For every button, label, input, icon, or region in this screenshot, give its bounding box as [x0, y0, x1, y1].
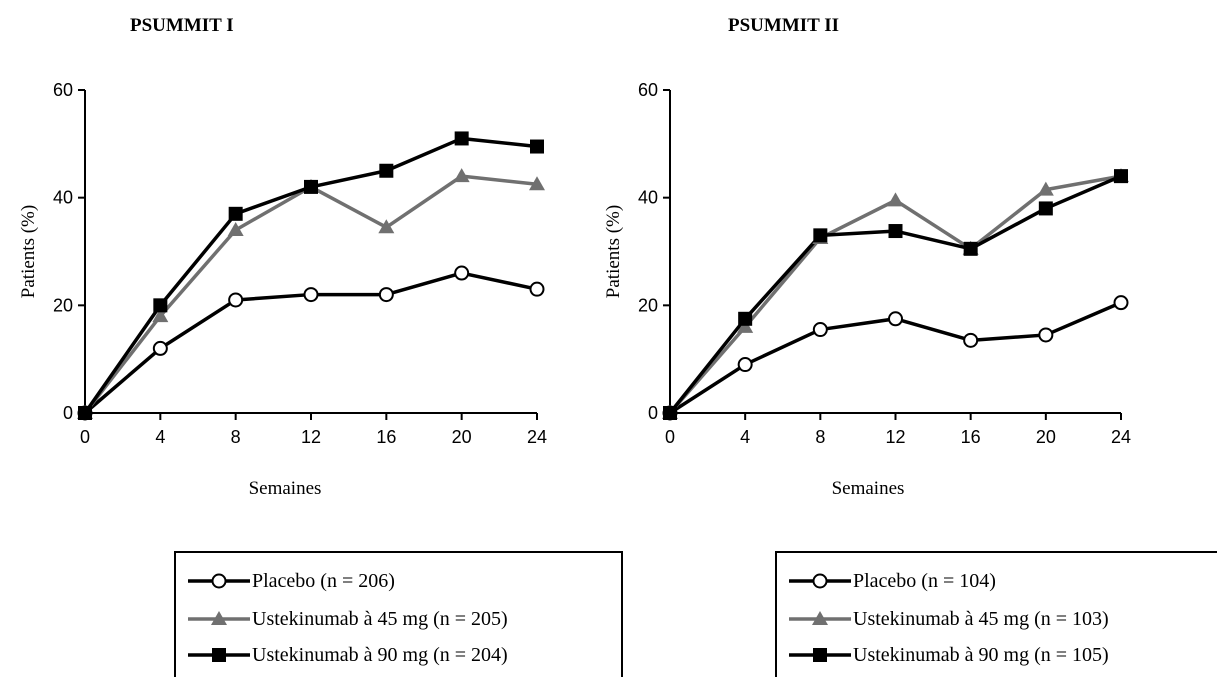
series-line-square [668, 174, 1122, 415]
legend-label: Ustekinumab à 90 mg (n = 105) [853, 643, 1109, 666]
x-tick-label: 24 [527, 427, 547, 447]
data-point-circle [737, 357, 753, 373]
x-tick-label: 20 [1036, 427, 1056, 447]
data-point-square [1114, 169, 1128, 184]
x-axis-title: Semaines [249, 478, 322, 499]
x-tick-label: 8 [231, 427, 241, 447]
data-point-square [1038, 201, 1053, 216]
data-point-square [530, 139, 544, 154]
data-point-triangle [378, 219, 395, 234]
data-point-triangle [453, 168, 470, 183]
data-point-circle [529, 281, 545, 297]
data-point-square [304, 179, 318, 194]
data-point-square [379, 163, 394, 178]
data-point-circle [1038, 327, 1054, 343]
legend-psummit-2: Placebo (n = 104) Ustekinumab à 45 mg (n… [775, 551, 1217, 677]
data-point-square [78, 406, 92, 420]
legend-marker [211, 611, 227, 625]
x-axis-title: Semaines [832, 478, 905, 499]
y-tick-label: 60 [638, 80, 658, 100]
data-point-circle [454, 265, 470, 281]
y-tick-label: 20 [638, 295, 658, 315]
y-tick-label: 0 [63, 403, 73, 423]
data-point-square [454, 131, 469, 146]
axes: 0 20 40 60 0 4 8 12 16 20 24 [638, 80, 1131, 447]
legend-item-ustekinumab-90: Ustekinumab à 90 mg (n = 105) [787, 641, 1109, 669]
legend-marker [211, 573, 227, 589]
data-point-square [738, 311, 753, 326]
y-axis-title: Patients (%) [603, 205, 624, 298]
x-tick-label: 24 [1111, 427, 1131, 447]
data-point-triangle [737, 318, 754, 333]
x-tick-label: 4 [155, 427, 165, 447]
legend-label: Ustekinumab à 90 mg (n = 204) [252, 643, 508, 666]
data-point-triangle [887, 192, 904, 207]
legend-item-ustekinumab-90: Ustekinumab à 90 mg (n = 204) [186, 641, 508, 669]
legend-marker [812, 611, 828, 625]
x-tick-label: 12 [885, 427, 905, 447]
legend-label: Ustekinumab à 45 mg (n = 205) [252, 607, 508, 630]
line-chart-psummit-2: 0 20 40 60 0 4 8 12 16 20 24 Semaines Patients (%) [603, 80, 1131, 499]
data-point-circle [378, 287, 394, 303]
y-tick-label: 0 [648, 403, 658, 423]
data-point-circle [963, 332, 979, 348]
chart-title-psummit-1: PSUMMIT I [130, 15, 234, 36]
chart-title-psummit-2: PSUMMIT II [728, 15, 840, 36]
x-tick-label: 16 [961, 427, 981, 447]
x-tick-label: 20 [452, 427, 472, 447]
legend-item-ustekinumab-45: Ustekinumab à 45 mg (n = 205) [186, 605, 508, 633]
y-tick-label: 60 [53, 80, 73, 100]
data-point-triangle [529, 176, 545, 191]
y-tick-label: 40 [638, 188, 658, 208]
x-tick-label: 12 [301, 427, 321, 447]
legend-psummit-1: Placebo (n = 206) Ustekinumab à 45 mg (n… [174, 551, 623, 677]
square-marker-icon [188, 648, 250, 662]
y-axis-title: Patients (%) [18, 205, 39, 298]
triangle-marker-icon [188, 611, 250, 625]
data-point-circle [303, 287, 319, 303]
legend-label: Ustekinumab à 45 mg (n = 103) [853, 607, 1109, 630]
data-point-square [813, 228, 828, 243]
legend-item-placebo: Placebo (n = 104) [787, 567, 996, 595]
legend-marker [212, 648, 226, 662]
data-point-square [888, 224, 903, 239]
data-point-triangle [152, 308, 169, 323]
legend-marker [812, 573, 828, 589]
line-chart-psummit-1: 0 20 40 60 0 4 8 12 16 20 24 Semaines Patients (%) [18, 80, 547, 499]
y-tick-label: 40 [53, 188, 73, 208]
x-tick-label: 0 [80, 427, 90, 447]
circle-marker-icon [188, 573, 250, 589]
y-tick-label: 20 [53, 295, 73, 315]
data-point-circle [152, 340, 168, 356]
data-point-square [153, 298, 168, 313]
data-point-square [663, 406, 677, 420]
data-point-square [963, 241, 978, 256]
axes: 0 20 40 60 0 4 8 12 16 20 24 [53, 80, 547, 447]
legend-label: Placebo (n = 206) [252, 569, 395, 592]
square-marker-icon [789, 648, 851, 662]
legend-marker [813, 648, 827, 662]
x-tick-label: 4 [740, 427, 750, 447]
data-point-circle [1113, 295, 1129, 311]
triangle-marker-icon [789, 611, 851, 625]
data-point-triangle [1037, 181, 1054, 196]
data-point-circle [888, 311, 903, 327]
data-point-triangle [227, 221, 244, 236]
data-point-square [228, 206, 243, 221]
x-tick-label: 0 [665, 427, 675, 447]
legend-label: Placebo (n = 104) [853, 569, 996, 592]
series-line-triangle [668, 174, 1122, 415]
data-point-circle [228, 292, 244, 308]
legend-item-ustekinumab-45: Ustekinumab à 45 mg (n = 103) [787, 605, 1109, 633]
data-point-circle [812, 322, 828, 338]
x-tick-label: 16 [376, 427, 396, 447]
legend-item-placebo: Placebo (n = 206) [186, 567, 395, 595]
circle-marker-icon [789, 573, 851, 589]
x-tick-label: 8 [815, 427, 825, 447]
